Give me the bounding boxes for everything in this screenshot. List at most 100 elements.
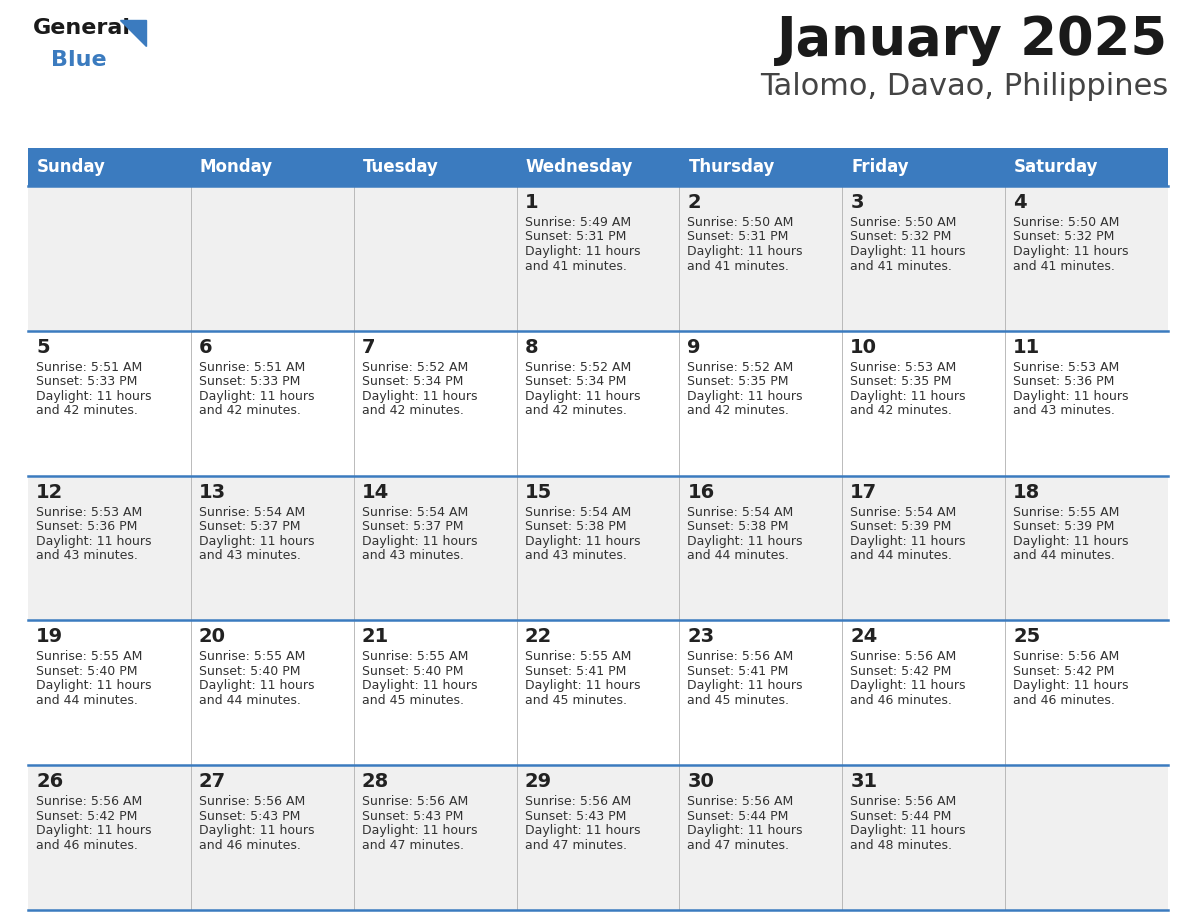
Text: Sunrise: 5:55 AM: Sunrise: 5:55 AM — [198, 650, 305, 664]
Text: Sunset: 5:43 PM: Sunset: 5:43 PM — [525, 810, 626, 823]
Bar — [517, 148, 680, 186]
Text: and 41 minutes.: and 41 minutes. — [1013, 260, 1116, 273]
Text: Sunrise: 5:56 AM: Sunrise: 5:56 AM — [851, 650, 956, 664]
Text: Sunset: 5:39 PM: Sunset: 5:39 PM — [851, 521, 952, 533]
Text: 17: 17 — [851, 483, 878, 501]
Text: General: General — [33, 18, 131, 38]
Text: Sunrise: 5:53 AM: Sunrise: 5:53 AM — [1013, 361, 1119, 374]
Text: 12: 12 — [36, 483, 63, 501]
Text: Sunset: 5:37 PM: Sunset: 5:37 PM — [198, 521, 301, 533]
Text: Sunset: 5:33 PM: Sunset: 5:33 PM — [198, 375, 301, 388]
Text: Sunrise: 5:56 AM: Sunrise: 5:56 AM — [688, 795, 794, 808]
Text: Sunset: 5:42 PM: Sunset: 5:42 PM — [36, 810, 138, 823]
Text: and 42 minutes.: and 42 minutes. — [361, 404, 463, 418]
Text: Sunset: 5:41 PM: Sunset: 5:41 PM — [688, 665, 789, 677]
Text: Sunset: 5:35 PM: Sunset: 5:35 PM — [688, 375, 789, 388]
Text: and 42 minutes.: and 42 minutes. — [198, 404, 301, 418]
Text: Sunrise: 5:54 AM: Sunrise: 5:54 AM — [851, 506, 956, 519]
Text: Sunset: 5:34 PM: Sunset: 5:34 PM — [525, 375, 626, 388]
Text: 14: 14 — [361, 483, 388, 501]
Text: Daylight: 11 hours: Daylight: 11 hours — [525, 824, 640, 837]
Text: and 44 minutes.: and 44 minutes. — [851, 549, 952, 562]
Text: Daylight: 11 hours: Daylight: 11 hours — [198, 390, 315, 403]
Text: Sunrise: 5:55 AM: Sunrise: 5:55 AM — [361, 650, 468, 664]
Text: Daylight: 11 hours: Daylight: 11 hours — [851, 534, 966, 548]
Bar — [29, 186, 1168, 330]
Text: Sunrise: 5:50 AM: Sunrise: 5:50 AM — [688, 216, 794, 229]
Text: Daylight: 11 hours: Daylight: 11 hours — [1013, 534, 1129, 548]
Text: 28: 28 — [361, 772, 388, 791]
Text: Daylight: 11 hours: Daylight: 11 hours — [525, 245, 640, 258]
Text: and 47 minutes.: and 47 minutes. — [361, 839, 463, 852]
Text: Daylight: 11 hours: Daylight: 11 hours — [688, 390, 803, 403]
Text: Sunset: 5:37 PM: Sunset: 5:37 PM — [361, 521, 463, 533]
Text: Daylight: 11 hours: Daylight: 11 hours — [851, 390, 966, 403]
Text: Thursday: Thursday — [688, 158, 775, 176]
Text: Saturday: Saturday — [1015, 158, 1099, 176]
Text: Sunrise: 5:56 AM: Sunrise: 5:56 AM — [525, 795, 631, 808]
Text: and 48 minutes.: and 48 minutes. — [851, 839, 953, 852]
Text: 1: 1 — [525, 193, 538, 212]
Text: Sunset: 5:40 PM: Sunset: 5:40 PM — [198, 665, 301, 677]
Text: Sunrise: 5:53 AM: Sunrise: 5:53 AM — [851, 361, 956, 374]
Text: Sunrise: 5:56 AM: Sunrise: 5:56 AM — [851, 795, 956, 808]
Text: Sunrise: 5:54 AM: Sunrise: 5:54 AM — [688, 506, 794, 519]
Text: Daylight: 11 hours: Daylight: 11 hours — [1013, 245, 1129, 258]
Text: 23: 23 — [688, 627, 714, 646]
Bar — [680, 148, 842, 186]
Text: Sunrise: 5:52 AM: Sunrise: 5:52 AM — [525, 361, 631, 374]
Text: Sunrise: 5:52 AM: Sunrise: 5:52 AM — [688, 361, 794, 374]
Text: Sunset: 5:44 PM: Sunset: 5:44 PM — [688, 810, 789, 823]
Text: Daylight: 11 hours: Daylight: 11 hours — [36, 534, 152, 548]
Text: 19: 19 — [36, 627, 63, 646]
Text: Sunrise: 5:55 AM: Sunrise: 5:55 AM — [36, 650, 143, 664]
Text: and 47 minutes.: and 47 minutes. — [688, 839, 790, 852]
Text: 29: 29 — [525, 772, 551, 791]
Text: and 41 minutes.: and 41 minutes. — [851, 260, 952, 273]
Text: Sunset: 5:36 PM: Sunset: 5:36 PM — [36, 521, 138, 533]
Text: Friday: Friday — [852, 158, 909, 176]
Bar — [29, 766, 1168, 910]
Text: and 43 minutes.: and 43 minutes. — [1013, 404, 1116, 418]
Text: 4: 4 — [1013, 193, 1026, 212]
Text: Sunset: 5:35 PM: Sunset: 5:35 PM — [851, 375, 952, 388]
Polygon shape — [120, 20, 146, 46]
Text: Daylight: 11 hours: Daylight: 11 hours — [688, 534, 803, 548]
Text: Daylight: 11 hours: Daylight: 11 hours — [1013, 679, 1129, 692]
Text: and 44 minutes.: and 44 minutes. — [36, 694, 138, 707]
Text: Daylight: 11 hours: Daylight: 11 hours — [688, 679, 803, 692]
Text: Daylight: 11 hours: Daylight: 11 hours — [1013, 390, 1129, 403]
Text: and 46 minutes.: and 46 minutes. — [1013, 694, 1116, 707]
Text: Sunset: 5:42 PM: Sunset: 5:42 PM — [1013, 665, 1114, 677]
Text: 15: 15 — [525, 483, 551, 501]
Text: Sunset: 5:40 PM: Sunset: 5:40 PM — [361, 665, 463, 677]
Bar — [29, 148, 191, 186]
Text: Wednesday: Wednesday — [525, 158, 633, 176]
Text: Sunset: 5:39 PM: Sunset: 5:39 PM — [1013, 521, 1114, 533]
Text: 21: 21 — [361, 627, 388, 646]
Text: Monday: Monday — [200, 158, 273, 176]
Text: Daylight: 11 hours: Daylight: 11 hours — [851, 824, 966, 837]
Text: Sunrise: 5:54 AM: Sunrise: 5:54 AM — [361, 506, 468, 519]
Text: and 45 minutes.: and 45 minutes. — [525, 694, 626, 707]
Text: and 42 minutes.: and 42 minutes. — [688, 404, 789, 418]
Text: and 43 minutes.: and 43 minutes. — [36, 549, 138, 562]
Text: Daylight: 11 hours: Daylight: 11 hours — [361, 824, 478, 837]
Text: Sunset: 5:33 PM: Sunset: 5:33 PM — [36, 375, 138, 388]
Text: Sunrise: 5:56 AM: Sunrise: 5:56 AM — [36, 795, 143, 808]
Text: Daylight: 11 hours: Daylight: 11 hours — [525, 534, 640, 548]
Text: Sunrise: 5:55 AM: Sunrise: 5:55 AM — [525, 650, 631, 664]
Text: Daylight: 11 hours: Daylight: 11 hours — [851, 679, 966, 692]
Text: and 41 minutes.: and 41 minutes. — [688, 260, 789, 273]
Text: Sunday: Sunday — [37, 158, 106, 176]
Text: and 43 minutes.: and 43 minutes. — [525, 549, 626, 562]
Text: Sunrise: 5:49 AM: Sunrise: 5:49 AM — [525, 216, 631, 229]
Bar — [1005, 148, 1168, 186]
Text: 18: 18 — [1013, 483, 1041, 501]
Text: 16: 16 — [688, 483, 715, 501]
Text: 24: 24 — [851, 627, 878, 646]
Text: Sunrise: 5:55 AM: Sunrise: 5:55 AM — [1013, 506, 1119, 519]
Text: Sunset: 5:32 PM: Sunset: 5:32 PM — [1013, 230, 1114, 243]
Text: 27: 27 — [198, 772, 226, 791]
Text: 5: 5 — [36, 338, 50, 357]
